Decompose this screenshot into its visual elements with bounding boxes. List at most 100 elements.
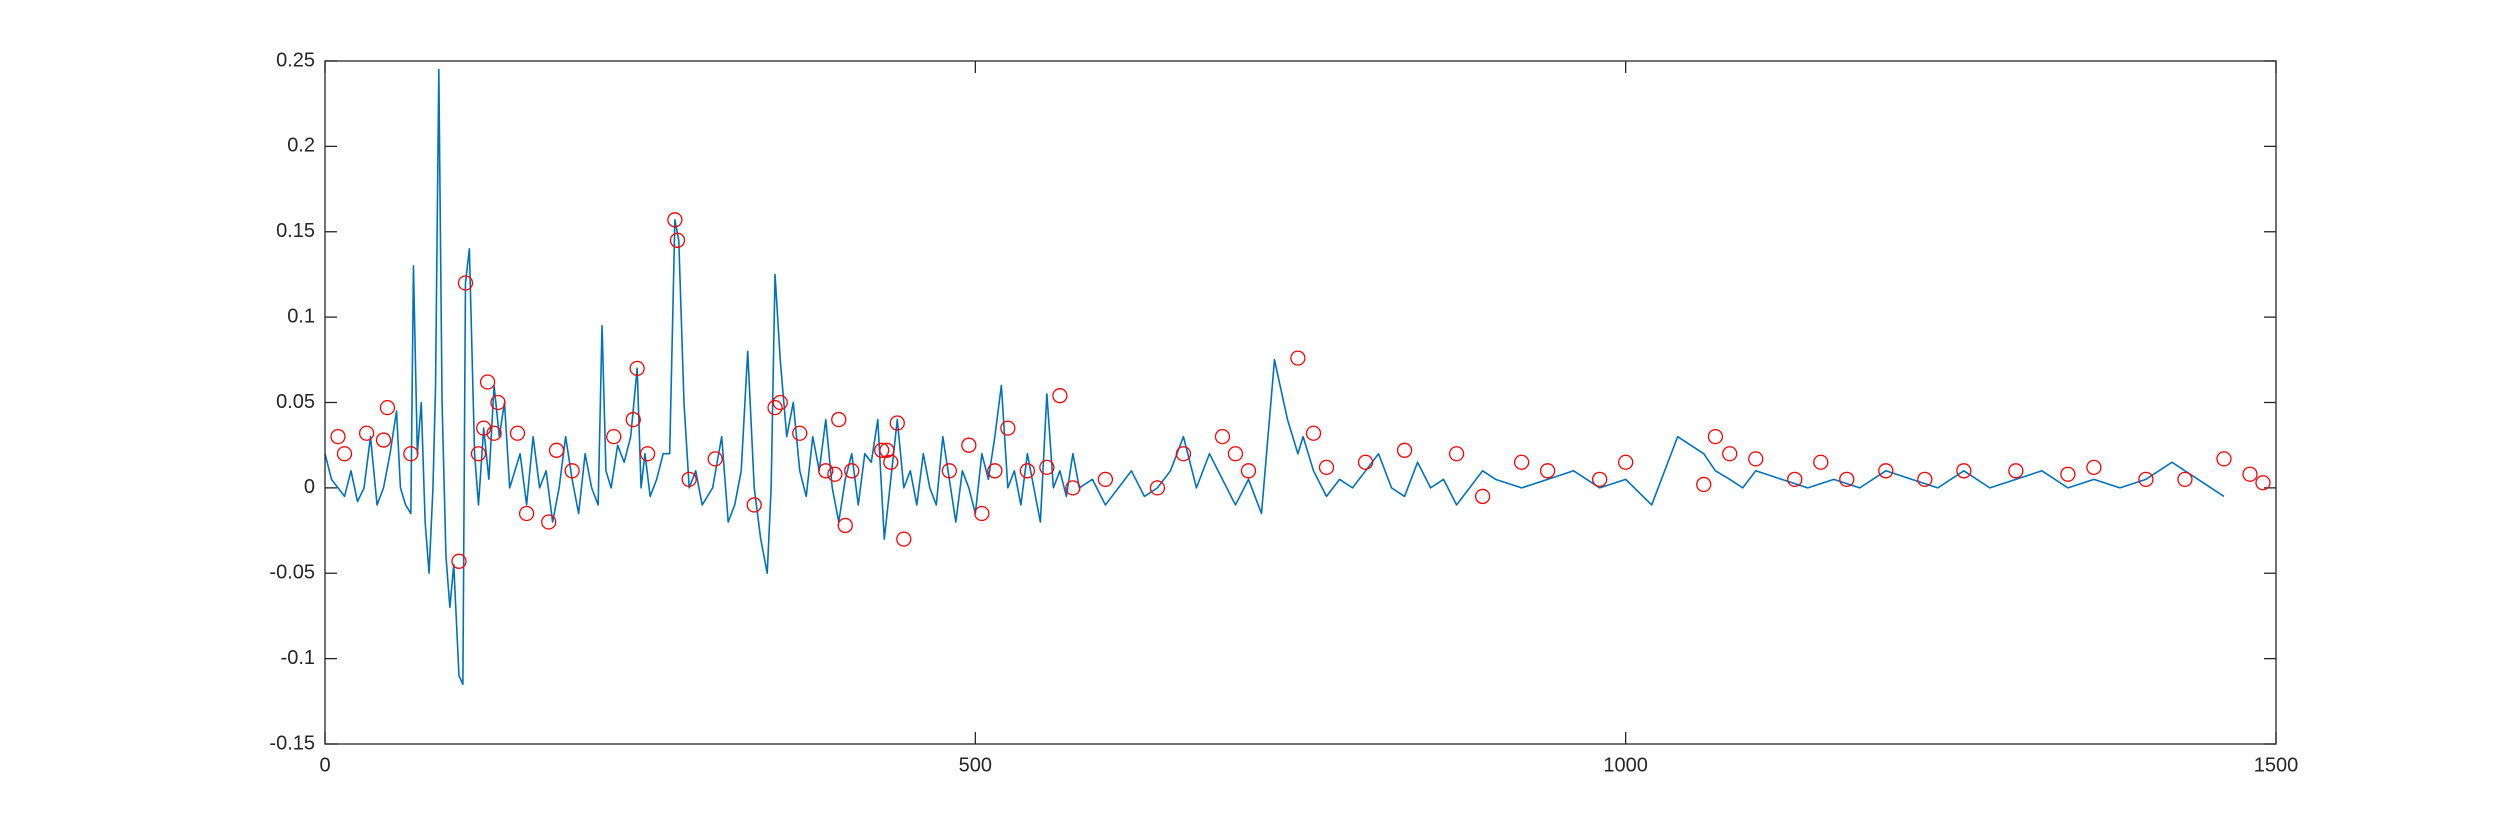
peak-marker	[1917, 471, 1933, 487]
y-tick-label: 0.1	[287, 305, 315, 327]
peak-marker	[1227, 446, 1244, 462]
y-tick-label: -0.15	[269, 732, 315, 754]
peak-marker	[1787, 471, 1803, 487]
peak-marker	[1318, 459, 1335, 476]
peak-marker	[490, 394, 506, 411]
peak-marker	[486, 425, 502, 441]
peak-marker	[844, 463, 860, 479]
peak-marker	[707, 451, 723, 467]
peak-marker	[1448, 446, 1465, 462]
peak-marker	[792, 425, 808, 441]
peak-marker	[874, 442, 890, 458]
y-tick-label: 0.05	[276, 391, 315, 413]
y-tick-label: 0	[304, 476, 315, 498]
peak-marker	[1019, 463, 1036, 479]
peak-marker	[1357, 454, 1374, 470]
peak-marker	[1707, 428, 1724, 445]
peak-marker	[2008, 463, 2024, 479]
peak-marker	[2216, 451, 2232, 467]
peak-marker	[1149, 480, 1166, 496]
peak-marker	[548, 442, 565, 458]
y-tick-label: 0.2	[287, 135, 315, 157]
peak-marker	[403, 446, 419, 462]
peak-marker	[470, 446, 487, 462]
peak-marker	[1513, 454, 1530, 470]
x-tick-label: 1000	[1603, 754, 1648, 776]
peak-marker	[1839, 471, 1855, 487]
peak-marker	[1539, 463, 1556, 479]
peak-marker	[606, 428, 622, 445]
peak-marker	[1000, 420, 1016, 436]
plot-background	[325, 61, 2276, 744]
peak-marker	[879, 442, 895, 458]
peak-marker	[509, 425, 526, 441]
peak-marker	[1052, 388, 1068, 404]
peak-marker	[941, 463, 957, 479]
peak-marker	[1065, 480, 1081, 496]
peak-marker	[518, 505, 535, 522]
peak-marker	[639, 446, 656, 462]
peak-marker	[1039, 459, 1055, 476]
peak-marker	[1305, 425, 1322, 441]
peak-marker	[1474, 488, 1491, 505]
axes-box	[324, 60, 2277, 745]
peak-marker	[479, 374, 496, 390]
peak-marker	[1696, 476, 1712, 493]
peak-marker	[336, 446, 353, 462]
peak-marker	[379, 399, 396, 416]
x-tick-label: 0	[319, 754, 330, 776]
peak-marker	[831, 411, 847, 428]
x-tick-label: 500	[959, 754, 992, 776]
peak-marker	[1097, 471, 1114, 487]
peak-marker	[818, 463, 834, 479]
peak-marker	[772, 394, 788, 411]
signal-line	[324, 68, 2225, 686]
y-tick-label: 0.15	[276, 220, 315, 242]
peak-marker	[681, 471, 697, 487]
peak-marker	[974, 505, 990, 522]
peak-marker	[564, 463, 580, 479]
y-tick-label: -0.1	[281, 647, 315, 669]
peak-marker	[1813, 454, 1829, 470]
peak-marker	[358, 425, 375, 441]
y-tick-label: 0.25	[276, 49, 315, 71]
peak-marker	[883, 454, 899, 470]
peak-marker	[1956, 463, 1972, 479]
peak-marker	[1290, 350, 1306, 366]
peak-marker	[1722, 446, 1738, 462]
x-tick-label: 1500	[2254, 754, 2299, 776]
peak-marker	[837, 517, 853, 534]
peak-marker	[330, 428, 346, 445]
peak-marker	[375, 432, 392, 448]
peak-marker	[541, 514, 557, 530]
peak-marker	[1240, 463, 1257, 479]
peak-marker	[629, 360, 645, 377]
peak-marker	[476, 420, 492, 436]
peak-marker	[1878, 463, 1894, 479]
peak-marker	[1396, 442, 1413, 458]
peak-marker	[2086, 459, 2102, 476]
peak-marker	[896, 531, 912, 547]
peak-marker	[827, 466, 843, 482]
peak-marker	[767, 399, 783, 416]
peak-marker	[1175, 446, 1192, 462]
peak-marker	[1748, 451, 1764, 467]
peak-marker	[889, 415, 905, 431]
peak-marker	[457, 275, 474, 291]
peak-marker	[2255, 475, 2271, 491]
peak-marker	[667, 212, 683, 228]
peak-marker	[1618, 454, 1634, 470]
peak-marker	[1592, 471, 1608, 487]
peak-marker	[625, 411, 641, 428]
peak-marker	[746, 497, 762, 513]
peak-marker	[1214, 428, 1231, 445]
peak-marker	[2138, 471, 2154, 487]
peak-marker	[2060, 466, 2076, 482]
peak-marker	[451, 553, 467, 569]
y-tick-label: -0.05	[269, 562, 315, 584]
peak-marker	[2242, 466, 2258, 482]
peak-marker	[961, 437, 977, 453]
peak-marker	[987, 463, 1003, 479]
peak-marker	[2177, 471, 2193, 487]
